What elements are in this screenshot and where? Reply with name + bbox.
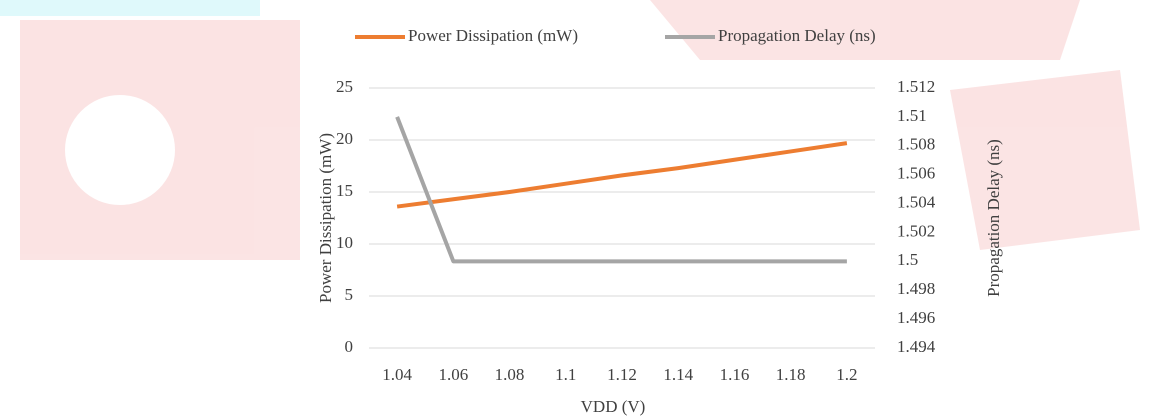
series-line: [395, 116, 847, 264]
legend-label: Power Dissipation (mW): [408, 26, 578, 45]
y2-tick-label: 1.51: [897, 106, 927, 125]
x-tick-label: 1.12: [607, 365, 637, 384]
y-tick-label: 20: [336, 129, 353, 148]
y2-tick-label: 1.498: [897, 279, 935, 298]
x-tick-label: 1.06: [438, 365, 468, 384]
y2-tick-label: 1.508: [897, 135, 935, 154]
y2-tick-label: 1.502: [897, 221, 935, 240]
y2-tick-label: 1.512: [897, 77, 935, 96]
legend-label: Propagation Delay (ns): [718, 26, 876, 45]
x-tick-label: 1.18: [776, 365, 806, 384]
x-tick-label: 1.1: [555, 365, 576, 384]
y2-tick-label: 1.5: [897, 250, 918, 269]
y2-tick-label: 1.506: [897, 164, 935, 183]
y-tick-label: 25: [336, 77, 353, 96]
y2-tick-label: 1.494: [897, 337, 936, 356]
y-axis-title: Power Dissipation (mW): [316, 133, 335, 303]
x-tick-label: 1.16: [720, 365, 750, 384]
x-tick-label: 1.2: [836, 365, 857, 384]
y2-axis-title: Propagation Delay (ns): [984, 139, 1003, 297]
x-tick-label: 1.04: [382, 365, 412, 384]
y2-tick-label: 1.504: [897, 192, 936, 211]
x-tick-label: 1.08: [495, 365, 525, 384]
x-axis-title: VDD (V): [581, 397, 646, 416]
y-tick-label: 10: [336, 233, 353, 252]
watermark: [0, 0, 1140, 260]
y-tick-label: 5: [345, 285, 354, 304]
y-tick-label: 0: [345, 337, 354, 356]
x-tick-label: 1.14: [663, 365, 693, 384]
y-tick-label: 15: [336, 181, 353, 200]
series-line: [396, 141, 848, 209]
y2-tick-label: 1.496: [897, 308, 935, 327]
